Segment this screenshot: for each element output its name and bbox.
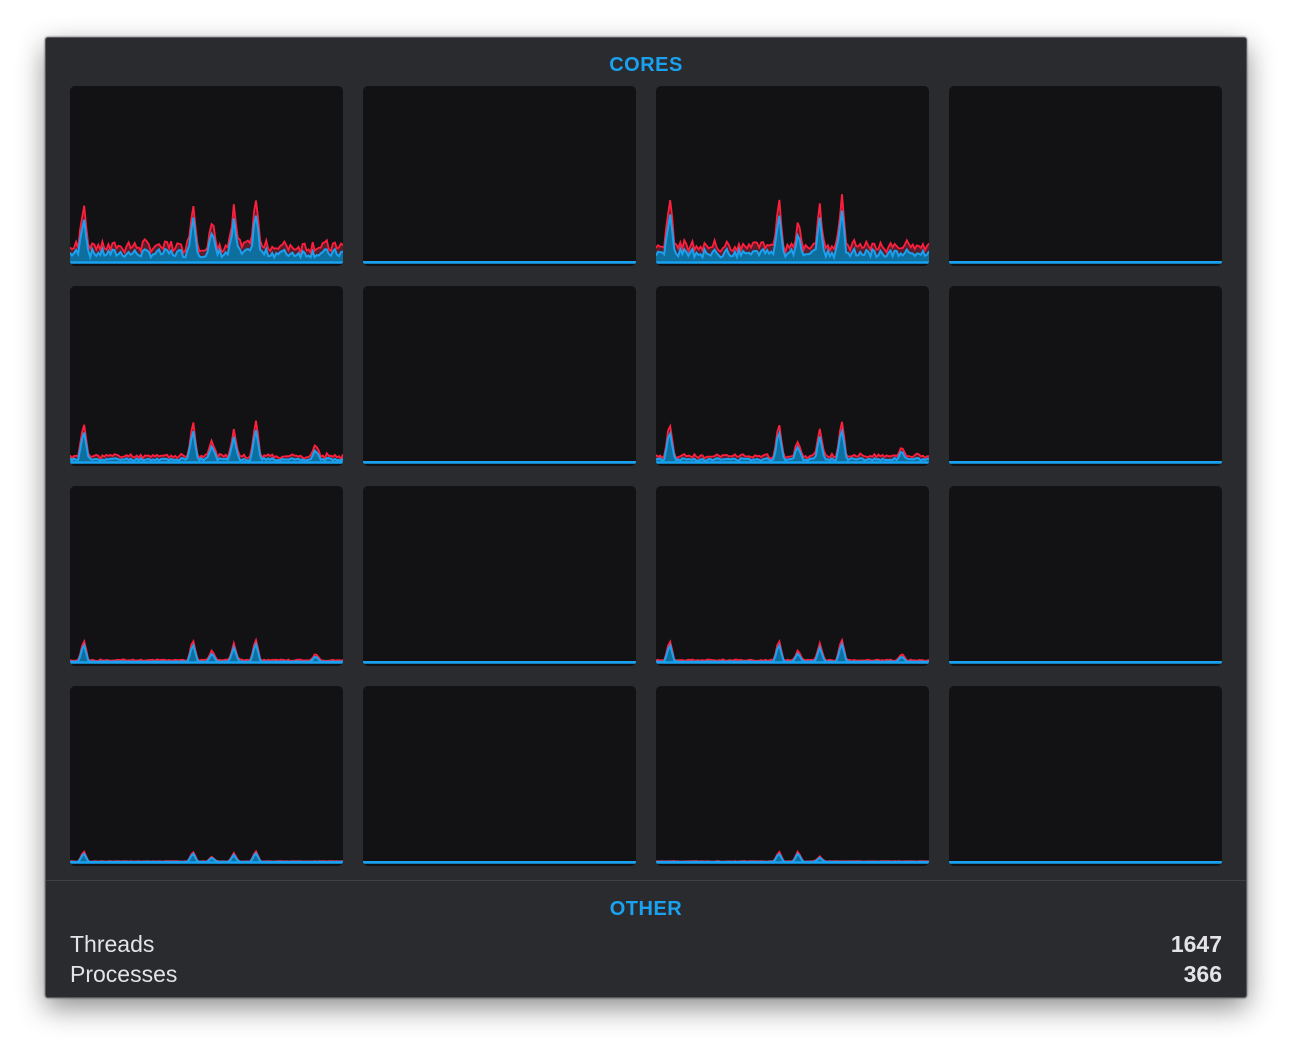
core-graph-12 bbox=[949, 486, 1222, 666]
core-graph-4 bbox=[949, 86, 1222, 266]
core-graph-6 bbox=[363, 286, 636, 466]
core-graph-10-plot bbox=[363, 661, 636, 664]
system-load-line bbox=[70, 637, 343, 663]
core-graph-15-plot bbox=[656, 849, 929, 864]
user-load-line bbox=[70, 429, 343, 463]
core-graph-9 bbox=[70, 486, 343, 666]
threads-label: Threads bbox=[70, 931, 155, 957]
system-load-line bbox=[70, 420, 343, 461]
core-graph-11 bbox=[656, 486, 929, 666]
core-graph-16 bbox=[949, 686, 1222, 866]
core-graph-10 bbox=[363, 486, 636, 666]
core-graph-7 bbox=[656, 286, 929, 466]
system-load-line bbox=[656, 421, 929, 460]
core-graph-5 bbox=[70, 286, 343, 466]
core-graph-6-plot bbox=[363, 461, 636, 464]
system-load-line bbox=[656, 194, 929, 255]
threads-value: 1647 bbox=[1170, 931, 1222, 957]
core-graph-1-plot bbox=[70, 200, 343, 264]
user-load-area bbox=[70, 430, 343, 462]
core-graph-14-plot bbox=[363, 861, 636, 864]
user-load-area bbox=[70, 644, 343, 662]
core-graph-5-plot bbox=[70, 420, 343, 464]
cpu-history-window: CORES OTHER Threads 1647 Processes 366 bbox=[45, 37, 1247, 998]
system-load-line bbox=[656, 637, 929, 662]
core-graph-13-plot bbox=[70, 849, 343, 864]
core-graph-3 bbox=[656, 86, 929, 266]
core-graph-12-plot bbox=[949, 661, 1222, 664]
core-graph-14 bbox=[363, 686, 636, 866]
cores-section-title: CORES bbox=[609, 54, 683, 76]
user-load-area bbox=[656, 644, 929, 662]
system-load-line bbox=[70, 200, 343, 257]
user-load-line bbox=[656, 427, 929, 462]
core-graph-1 bbox=[70, 86, 343, 266]
core-graph-8-plot bbox=[949, 461, 1222, 464]
core-graph-15 bbox=[656, 686, 929, 866]
section-divider bbox=[46, 880, 1246, 881]
core-graph-16-plot bbox=[949, 861, 1222, 864]
core-graph-7-plot bbox=[656, 421, 929, 464]
core-graph-2 bbox=[363, 86, 636, 266]
core-graph-9-plot bbox=[70, 637, 343, 664]
processes-row: Processes 366 bbox=[70, 961, 1222, 991]
system-load-line bbox=[70, 849, 343, 863]
core-graph-11-plot bbox=[656, 637, 929, 664]
system-load-line bbox=[656, 849, 929, 863]
user-load-line bbox=[656, 210, 929, 261]
core-graph-8 bbox=[949, 286, 1222, 466]
core-graph-2-plot bbox=[363, 261, 636, 264]
other-section-title: OTHER bbox=[609, 898, 683, 920]
core-graph-4-plot bbox=[949, 261, 1222, 264]
cores-grid bbox=[70, 86, 1223, 866]
processes-value: 366 bbox=[1183, 961, 1222, 987]
threads-row: Threads 1647 bbox=[70, 931, 1222, 961]
core-graph-13 bbox=[70, 686, 343, 866]
user-load-line bbox=[70, 215, 343, 261]
user-load-area bbox=[656, 210, 929, 262]
core-graph-3-plot bbox=[656, 194, 929, 264]
processes-label: Processes bbox=[70, 961, 178, 987]
